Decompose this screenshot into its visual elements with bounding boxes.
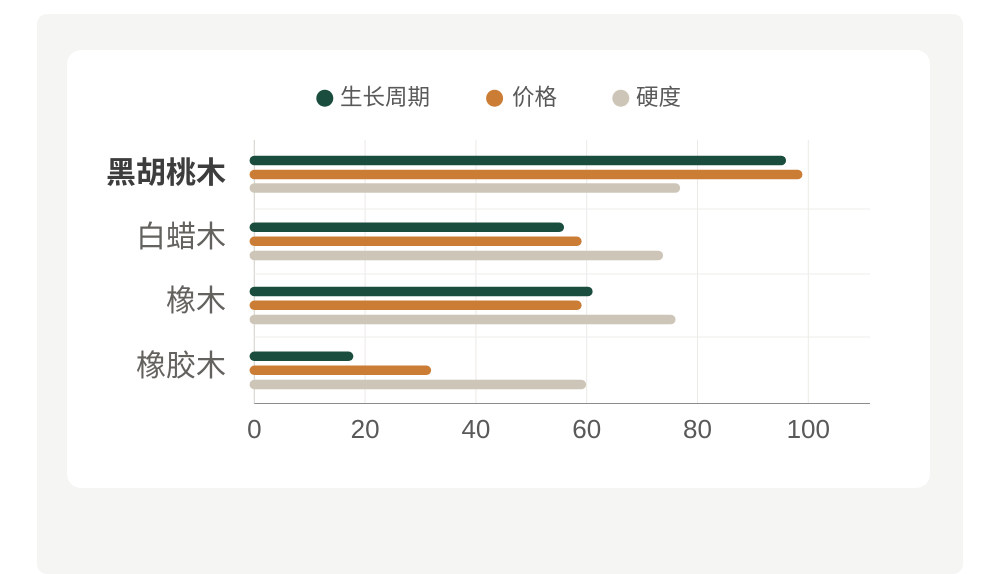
svg-text:白蜡木: 白蜡木 <box>136 221 226 254</box>
svg-text:橡胶木: 橡胶木 <box>136 350 226 383</box>
svg-text:黑胡桃木: 黑胡桃木 <box>106 157 226 190</box>
svg-text:60: 60 <box>572 414 601 444</box>
svg-text:价格: 价格 <box>512 85 557 110</box>
svg-text:橡木: 橡木 <box>166 285 226 318</box>
svg-text:生长周期: 生长周期 <box>340 85 430 110</box>
svg-text:0: 0 <box>247 414 261 444</box>
svg-text:40: 40 <box>461 414 490 444</box>
svg-text:80: 80 <box>683 414 712 444</box>
svg-text:100: 100 <box>787 414 830 444</box>
svg-text:硬度: 硬度 <box>636 85 681 110</box>
svg-text:20: 20 <box>351 414 380 444</box>
